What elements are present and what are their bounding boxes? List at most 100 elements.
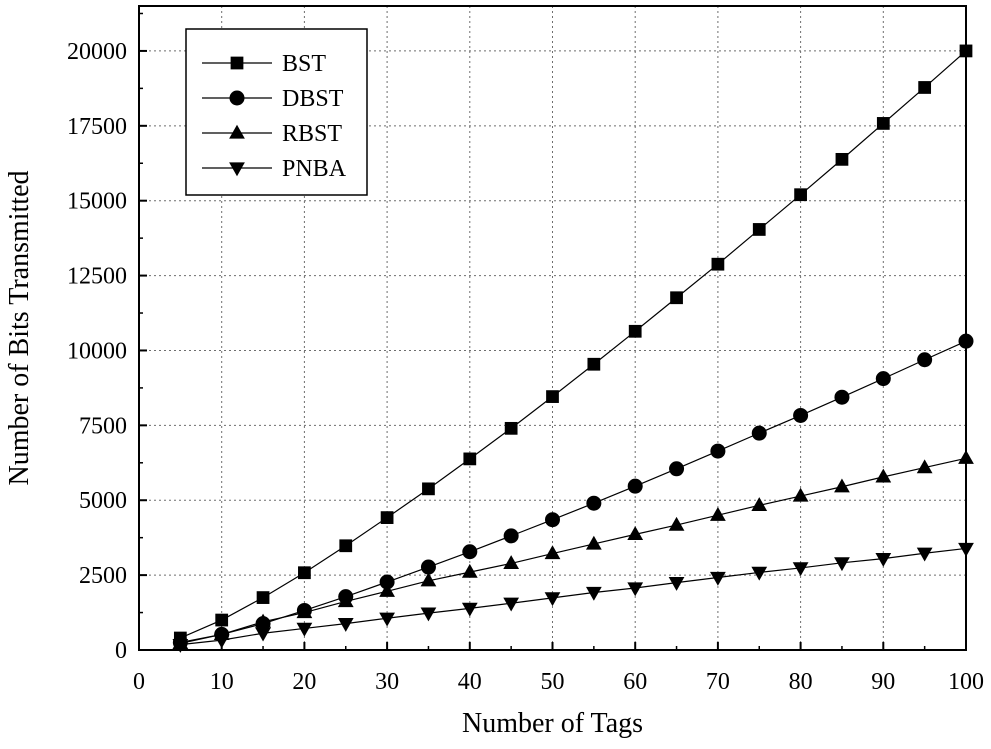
data-point-square <box>380 511 394 524</box>
legend-box <box>185 28 368 196</box>
y-axis-title: Number of Bits Transmitted <box>4 170 35 485</box>
data-point-square <box>628 324 642 338</box>
data-point-triangle-up <box>792 487 809 502</box>
data-point-circle <box>586 495 602 511</box>
data-point-square <box>876 117 890 130</box>
data-point-triangle-up <box>379 583 395 597</box>
data-point-triangle-down <box>627 582 644 597</box>
data-point-triangle-down <box>213 634 230 649</box>
data-point-triangle-up <box>296 604 313 619</box>
x-tick-label: 60 <box>623 669 647 695</box>
legend-label: RBST <box>282 121 342 147</box>
data-point-triangle-up <box>627 526 644 541</box>
data-point-triangle-up <box>585 535 602 550</box>
data-point-circle <box>420 559 436 575</box>
legend-entry: PNBA <box>202 156 347 182</box>
data-point-triangle-down <box>503 597 520 612</box>
gridlines <box>139 6 966 650</box>
data-point-triangle-up <box>461 563 478 578</box>
x-tick-label: 30 <box>375 669 399 695</box>
data-point-triangle-down <box>792 562 809 577</box>
data-point-square <box>339 539 353 553</box>
data-point-triangle-up <box>229 124 245 139</box>
x-axis-title: Number of Tags <box>462 708 643 739</box>
data-point-circle <box>462 544 478 560</box>
data-point-circle <box>379 574 395 590</box>
data-point-triangle-up <box>420 572 437 587</box>
legend-label: DBST <box>282 86 344 112</box>
data-point-square <box>298 566 311 580</box>
data-point-triangle-down <box>296 622 313 637</box>
y-tick-label: 20000 <box>67 39 127 65</box>
axis-ticks: 0 10 20 30 40 50 60 70 80 90 100 0 2500 5000 7500 10000… <box>67 12 984 695</box>
x-tick-label: 100 <box>948 669 984 695</box>
data-point-square <box>504 421 518 435</box>
data-point-triangle-up <box>668 516 685 531</box>
data-point-square <box>215 613 229 627</box>
data-point-triangle-up <box>337 593 354 608</box>
data-point-triangle-down <box>379 612 395 627</box>
x-tick-label: 0 <box>133 669 145 695</box>
data-point-triangle-down <box>544 592 561 607</box>
data-point-triangle-down <box>875 553 892 567</box>
data-point-triangle-down <box>420 607 437 622</box>
data-point-triangle-down <box>585 586 602 601</box>
data-point-triangle-down <box>255 627 271 642</box>
x-tick-label: 40 <box>458 669 482 695</box>
data-point-circle <box>793 407 809 423</box>
series-line <box>180 547 967 646</box>
x-tick-label: 90 <box>871 669 895 695</box>
data-point-triangle-down <box>916 547 933 562</box>
data-point-circle <box>545 512 560 528</box>
data-point-square <box>546 390 559 403</box>
data-point-triangle-down <box>461 602 478 617</box>
y-tick-label: 15000 <box>67 189 127 215</box>
legend-entry: DBST <box>202 86 344 112</box>
data-point-triangle-up <box>875 468 892 483</box>
data-point-square <box>835 152 849 166</box>
data-point-square <box>587 357 601 371</box>
data-point-circle <box>710 443 726 459</box>
data-point-square <box>230 56 244 70</box>
data-point-circle <box>503 528 519 544</box>
data-point-circle <box>751 425 767 441</box>
series-line <box>180 50 967 639</box>
data-point-circle <box>627 478 643 494</box>
series-line <box>180 457 967 644</box>
data-point-triangle-up <box>751 497 768 511</box>
data-point-square <box>918 81 932 94</box>
legend-label: BST <box>282 51 326 77</box>
data-point-square <box>752 223 766 236</box>
data-point-square <box>711 257 725 271</box>
legend-label: PNBA <box>282 156 347 182</box>
data-point-triangle-up <box>544 545 561 560</box>
y-tick-label: 7500 <box>79 413 127 439</box>
series-pnba <box>172 542 974 653</box>
x-tick-label: 50 <box>541 669 565 695</box>
data-point-square <box>463 452 477 466</box>
data-point-circle <box>229 90 245 106</box>
legend: BST DBST RBST PNBA <box>185 28 368 196</box>
data-point-circle <box>834 389 850 405</box>
data-point-triangle-up <box>916 459 933 474</box>
data-point-triangle-down <box>668 576 685 591</box>
data-point-triangle-up <box>834 478 850 493</box>
x-tick-label: 10 <box>210 669 234 695</box>
y-tick-label: 5000 <box>79 488 127 514</box>
data-point-triangle-up <box>710 506 726 521</box>
x-tick-label: 20 <box>292 669 316 695</box>
data-point-square <box>422 482 435 496</box>
y-tick-label: 12500 <box>67 264 127 290</box>
legend-entry: BST <box>202 51 326 77</box>
data-point-square <box>794 188 807 202</box>
y-tick-label: 17500 <box>67 114 127 140</box>
data-point-triangle-down <box>337 618 354 632</box>
data-point-triangle-down <box>751 566 768 581</box>
data-point-triangle-down <box>229 162 245 177</box>
data-point-circle <box>669 461 685 477</box>
x-tick-label: 80 <box>789 669 813 695</box>
data-point-circle <box>917 352 933 368</box>
data-point-triangle-down <box>172 638 189 653</box>
